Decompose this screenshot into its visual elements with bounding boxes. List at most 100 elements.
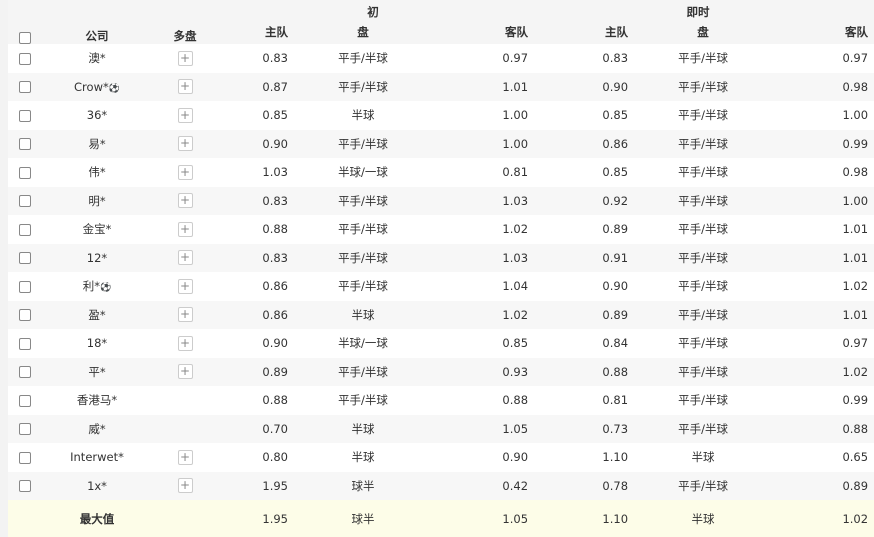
initial-home-odds: 0.83 bbox=[218, 186, 288, 215]
initial-home-odds: 0.89 bbox=[218, 357, 288, 386]
company-cell[interactable]: 明* bbox=[42, 186, 152, 215]
expand-plus-icon[interactable]: + bbox=[177, 307, 193, 323]
expand-plus-icon[interactable]: + bbox=[177, 107, 193, 123]
initial-handicap: 平手/半球 bbox=[288, 72, 438, 101]
company-name: 明* bbox=[88, 193, 106, 208]
table-row: Crow*⚽ + 0.87 平手/半球 1.01 0.90 平手/半球 0.98 bbox=[8, 72, 874, 101]
company-name: Interwet* bbox=[70, 450, 124, 465]
company-name: 平* bbox=[88, 364, 106, 379]
expand-plus-icon[interactable]: + bbox=[177, 193, 193, 209]
initial-home-odds: 1.03 bbox=[262, 165, 288, 180]
max-row: 最大值 1.95 球半 1.05 1.10 半球 1.02 bbox=[8, 500, 874, 537]
company-cell[interactable]: 威* bbox=[42, 414, 152, 443]
live-away-odds: 0.89 bbox=[778, 471, 869, 500]
initial-away-odds: 0.88 bbox=[502, 393, 529, 408]
company-name: Crow* bbox=[74, 79, 109, 94]
expand-plus-icon[interactable]: + bbox=[177, 278, 193, 294]
initial-home-odds: 0.90 bbox=[262, 336, 288, 351]
row-checkbox[interactable] bbox=[19, 52, 31, 65]
row-checkbox[interactable] bbox=[19, 166, 31, 179]
initial-away-odds: 1.01 bbox=[438, 72, 529, 101]
expand-plus-icon[interactable]: + bbox=[177, 449, 193, 465]
expand-plus-icon[interactable]: + bbox=[177, 364, 193, 380]
table-row: 香港马* 0.88 平手/半球 0.88 0.81 平手/半球 0.99 bbox=[8, 386, 874, 415]
row-checkbox[interactable] bbox=[19, 195, 31, 208]
company-cell[interactable]: 1x* bbox=[42, 471, 152, 500]
table-row: 金宝* + 0.88 平手/半球 1.02 0.89 平手/半球 1.01 bbox=[8, 215, 874, 244]
company-name: 香港马* bbox=[76, 393, 118, 408]
initial-away-odds: 0.81 bbox=[502, 165, 529, 180]
live-home-odds: 0.90 bbox=[528, 72, 629, 101]
company-cell[interactable]: 易* bbox=[42, 129, 152, 158]
live-home-odds: 0.92 bbox=[528, 186, 629, 215]
expand-plus-icon[interactable]: + bbox=[177, 79, 193, 95]
live-handicap: 平手/半球 bbox=[678, 279, 728, 294]
row-checkbox[interactable] bbox=[19, 394, 31, 407]
row-checkbox[interactable] bbox=[19, 480, 31, 493]
initial-home-header: 主队 bbox=[218, 20, 288, 44]
live-handicap: 平手/半球 bbox=[628, 357, 779, 386]
initial-handicap: 球半 bbox=[288, 471, 438, 500]
initial-away-odds: 1.04 bbox=[502, 279, 529, 294]
table-row: 易* + 0.90 平手/半球 1.00 0.86 平手/半球 0.99 bbox=[8, 129, 874, 158]
row-checkbox[interactable] bbox=[19, 138, 31, 151]
live-handicap: 平手/半球 bbox=[628, 300, 779, 329]
expand-plus-icon[interactable]: + bbox=[177, 250, 193, 266]
company-cell[interactable]: 澳* bbox=[42, 44, 152, 73]
row-checkbox[interactable] bbox=[19, 223, 31, 236]
expand-plus-icon[interactable]: + bbox=[177, 478, 193, 494]
table-row: 18* + 0.90 半球/一球 0.85 0.84 平手/半球 0.97 bbox=[8, 329, 874, 358]
live-away-odds: 0.99 bbox=[778, 129, 869, 158]
expand-plus-icon[interactable]: + bbox=[177, 136, 193, 152]
live-home-odds: 1.10 bbox=[602, 450, 629, 465]
company-cell[interactable]: 平* bbox=[42, 357, 152, 386]
company-cell[interactable]: 香港马* bbox=[42, 386, 152, 415]
live-handicap: 平手/半球 bbox=[678, 108, 728, 123]
company-cell[interactable]: 金宝* bbox=[42, 215, 152, 244]
expand-plus-icon[interactable]: + bbox=[177, 221, 193, 237]
row-checkbox[interactable] bbox=[19, 451, 31, 464]
company-cell[interactable]: 伟* bbox=[42, 158, 152, 187]
initial-home-odds: 0.83 bbox=[218, 243, 288, 272]
expand-plus-icon[interactable]: + bbox=[177, 50, 193, 66]
company-cell[interactable]: Crow*⚽ bbox=[42, 72, 152, 101]
company-name: 澳* bbox=[88, 51, 106, 66]
row-checkbox[interactable] bbox=[19, 309, 31, 322]
table-row: 利*⚽ + 0.86 平手/半球 1.04 0.90 平手/半球 1.02 bbox=[8, 272, 874, 301]
row-checkbox[interactable] bbox=[19, 81, 31, 94]
row-checkbox[interactable] bbox=[19, 366, 31, 379]
live-handicap: 平手/半球 bbox=[628, 129, 779, 158]
live-away-odds: 0.97 bbox=[842, 51, 869, 66]
expand-plus-icon[interactable]: + bbox=[177, 164, 193, 180]
company-cell[interactable]: 12* bbox=[42, 243, 152, 272]
live-handicap: 平手/半球 bbox=[628, 72, 779, 101]
live-away-odds: 1.02 bbox=[778, 357, 869, 386]
row-checkbox[interactable] bbox=[19, 423, 31, 436]
live-home-odds: 0.83 bbox=[602, 51, 629, 66]
live-handicap: 平手/半球 bbox=[678, 393, 728, 408]
company-cell[interactable]: 利*⚽ bbox=[42, 272, 152, 301]
company-cell[interactable]: Interwet* bbox=[42, 443, 152, 472]
live-away-odds: 0.98 bbox=[842, 165, 869, 180]
company-cell[interactable]: 18* bbox=[42, 329, 152, 358]
select-all-checkbox[interactable] bbox=[19, 31, 31, 44]
company-cell[interactable]: 盈* bbox=[42, 300, 152, 329]
company-cell[interactable]: 36* bbox=[42, 101, 152, 130]
initial-handicap: 平手/半球 bbox=[288, 357, 438, 386]
company-name: 威* bbox=[88, 421, 106, 436]
row-checkbox[interactable] bbox=[19, 337, 31, 350]
expand-plus-icon[interactable]: + bbox=[177, 335, 193, 351]
initial-handicap: 平手/半球 bbox=[338, 51, 388, 66]
initial-handicap: 平手/半球 bbox=[288, 243, 438, 272]
row-checkbox[interactable] bbox=[19, 280, 31, 293]
max-initial-handicap: 球半 bbox=[288, 500, 438, 537]
live-home-odds: 0.86 bbox=[528, 129, 629, 158]
football-icon: ⚽ bbox=[108, 83, 120, 94]
initial-home-odds: 1.95 bbox=[218, 471, 288, 500]
initial-away-odds: 1.03 bbox=[438, 243, 529, 272]
row-checkbox[interactable] bbox=[19, 109, 31, 122]
company-name: 18* bbox=[86, 336, 108, 351]
live-handicap: 平手/半球 bbox=[678, 165, 728, 180]
row-checkbox[interactable] bbox=[19, 252, 31, 265]
company-header: 公司 bbox=[42, 0, 152, 44]
